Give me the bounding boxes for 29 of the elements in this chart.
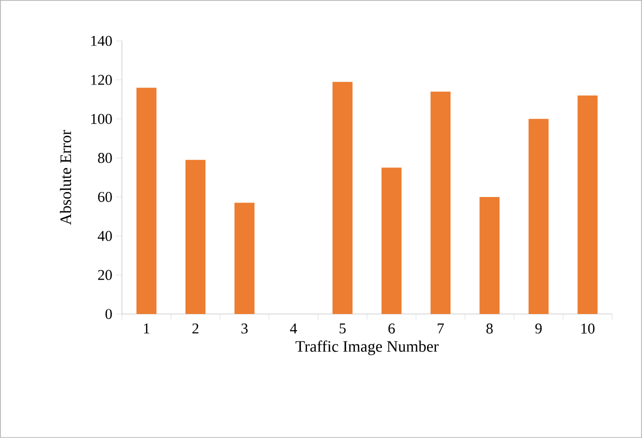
bar [480, 196, 500, 314]
y-tick-label: 60 [98, 192, 112, 202]
bar [578, 96, 598, 314]
y-tick-label: 140 [91, 36, 112, 46]
bar [332, 82, 353, 314]
x-tick-label: 6 [388, 324, 395, 334]
x-tick-label: 9 [535, 324, 542, 334]
x-tick-label: 2 [192, 324, 198, 334]
y-tick-label: 100 [91, 114, 112, 124]
x-axis-title: Traffic Image Number [296, 340, 439, 356]
y-tick-label: 20 [98, 270, 112, 280]
bar [185, 160, 206, 314]
x-tick-label: 10 [581, 324, 594, 334]
x-tick-label: 7 [438, 324, 444, 334]
y-tick-label: 120 [91, 74, 112, 85]
y-tick-label: 80 [98, 152, 112, 164]
y-axis-title: Absolute Error [60, 130, 72, 225]
x-tick-label: 8 [486, 324, 493, 334]
bar [430, 92, 451, 314]
x-tick-label: 5 [340, 324, 346, 334]
bar [528, 118, 549, 314]
x-tick-label: 4 [290, 324, 297, 334]
bar [136, 88, 156, 314]
bar [382, 168, 402, 314]
bar [234, 202, 254, 314]
y-tick-label: 0 [106, 308, 112, 320]
y-tick-label: 40 [98, 230, 112, 242]
x-tick-label: 3 [241, 324, 248, 334]
x-tick-label: 1 [144, 324, 150, 334]
